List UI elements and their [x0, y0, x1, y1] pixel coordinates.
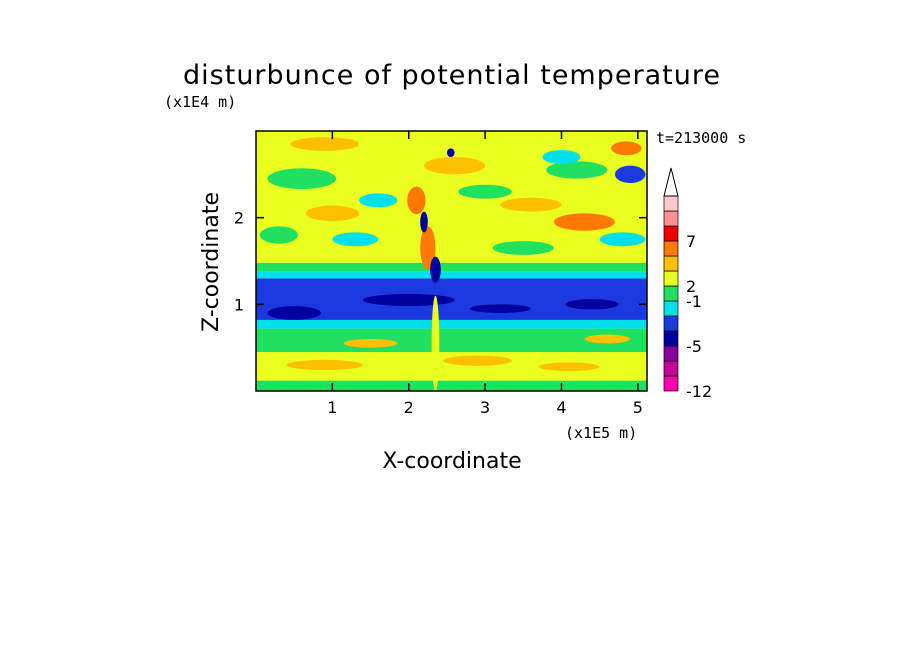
field-patch — [407, 186, 426, 215]
time-label: t=213000 s — [656, 129, 746, 147]
colorbar-extend-arrow — [663, 167, 679, 197]
field-patch — [267, 306, 321, 320]
field-patch — [343, 339, 398, 348]
field-patch — [446, 148, 455, 158]
field-patch — [420, 211, 428, 233]
colorbar-level — [663, 375, 679, 392]
x-unit-label: (x1E5 m) — [565, 424, 637, 442]
colorbar-tick-label: -5 — [686, 337, 702, 356]
colorbar-level — [663, 330, 679, 347]
field-patch — [614, 165, 646, 183]
field-patch — [259, 226, 299, 244]
field-patch — [430, 256, 441, 283]
field-patch — [458, 184, 512, 199]
contour-field — [256, 131, 647, 391]
field-patch — [469, 304, 531, 313]
chart-title: disturbunce of potential temperature — [183, 60, 721, 91]
field-patch — [267, 168, 337, 190]
field-patch — [424, 157, 486, 175]
x-axis-title: X-coordinate — [382, 449, 521, 474]
field-band — [256, 271, 647, 279]
colorbar-level — [663, 315, 679, 332]
colorbar-level — [663, 300, 679, 317]
field-patch — [305, 205, 360, 222]
field-patch — [546, 161, 608, 179]
colorbar-tick-label: 7 — [686, 232, 696, 251]
y-unit-label: (x1E4 m) — [164, 93, 236, 111]
field-patch — [599, 232, 646, 247]
x-tick-label: 5 — [633, 398, 643, 417]
colorbar-level — [663, 285, 679, 302]
field-patch — [290, 137, 360, 151]
field-patch — [362, 293, 455, 307]
plot-frame — [255, 130, 648, 392]
y-axis: 12 — [234, 209, 647, 314]
field-patch — [492, 241, 554, 255]
field-patch — [553, 213, 615, 231]
field-patch — [443, 355, 512, 366]
colorbar-level — [663, 240, 679, 257]
field-patch — [332, 232, 379, 247]
colorbar-level — [663, 345, 679, 362]
field-patch — [538, 362, 600, 372]
colorbar-level — [663, 210, 679, 227]
field-band — [256, 319, 647, 329]
field-patch — [420, 226, 436, 270]
colorbar-level — [663, 270, 679, 287]
x-tick-label: 3 — [480, 398, 490, 417]
field-patch — [431, 295, 440, 391]
field-patch — [359, 193, 398, 208]
colorbar-tick-label: -12 — [686, 382, 712, 401]
y-tick-label: 1 — [234, 295, 244, 314]
x-axis: 1 2 3 4 5 — [327, 131, 643, 417]
x-tick-label: 4 — [556, 398, 566, 417]
y-tick-label: 2 — [234, 209, 244, 228]
colorbar-level — [663, 195, 679, 212]
field-patch — [500, 197, 562, 212]
field-patch — [611, 141, 642, 156]
colorbar-level — [663, 225, 679, 242]
field-patch — [286, 359, 363, 371]
x-tick-label: 1 — [327, 398, 337, 417]
colorbar-tick-label: 2 — [686, 277, 696, 296]
field-band — [256, 380, 647, 391]
field-patch — [542, 150, 581, 164]
colorbar-tick-label: -1 — [686, 292, 702, 311]
colorbar-level — [663, 360, 679, 377]
colorbar-level — [663, 255, 679, 272]
field-patch — [565, 299, 619, 310]
field-band — [256, 262, 647, 272]
field-patch — [584, 334, 631, 344]
y-axis-title: Z-coordinate — [199, 192, 224, 332]
x-tick-label: 2 — [404, 398, 414, 417]
colorbar: -12 -5 -12 7 — [663, 167, 712, 401]
